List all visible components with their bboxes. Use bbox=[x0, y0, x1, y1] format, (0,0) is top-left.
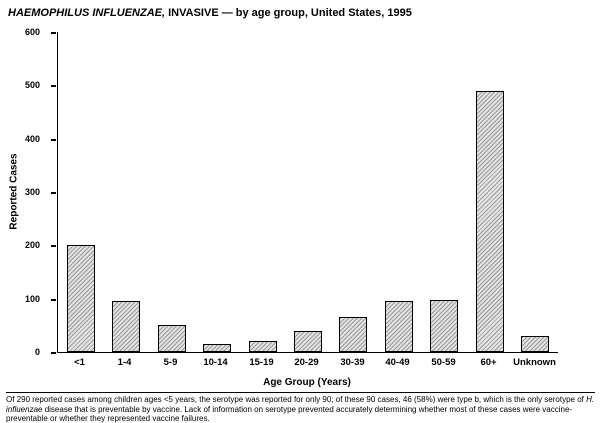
bar-10-14 bbox=[203, 344, 231, 352]
bar-60+ bbox=[476, 91, 504, 352]
y-tick-label-400: 400 bbox=[24, 134, 40, 144]
y-tick-label-200: 200 bbox=[24, 240, 40, 250]
footnote-part2: disease that is preventable by vaccine. … bbox=[6, 404, 573, 423]
bar-Unknown bbox=[521, 336, 549, 352]
y-tick-label-300: 300 bbox=[24, 187, 40, 197]
y-tick-label-0: 0 bbox=[34, 347, 40, 357]
footnote: Of 290 reported cases among children age… bbox=[6, 392, 595, 423]
bar-1-4 bbox=[112, 301, 140, 352]
y-tick-label-500: 500 bbox=[24, 80, 40, 90]
x-tick-label-10-14: 10-14 bbox=[203, 357, 228, 368]
y-tick-mark bbox=[51, 299, 56, 301]
bar-50-59 bbox=[430, 300, 458, 352]
y-tick-mark bbox=[51, 352, 56, 354]
bar-5-9 bbox=[158, 325, 186, 352]
y-axis-tick-labels: 0 100 200 300 400 500 600 bbox=[0, 27, 50, 357]
x-axis-title: Age Group (Years) bbox=[263, 377, 351, 388]
x-tick-label-1-4: 1-4 bbox=[117, 357, 132, 368]
y-tick-mark bbox=[51, 32, 56, 34]
x-tick-label-40-49: 40-49 bbox=[385, 357, 410, 368]
y-tick-label-600: 600 bbox=[24, 27, 40, 37]
bar-40-49 bbox=[385, 301, 413, 352]
x-axis-tick-labels: <1 1-4 5-9 10-14 15-19 20-29 30-39 40-49 50-59 60… bbox=[57, 357, 557, 371]
x-tick-label-30-39: 30-39 bbox=[340, 357, 365, 368]
x-tick-label-Unknown: Unknown bbox=[513, 357, 556, 368]
y-tick-mark bbox=[51, 192, 56, 194]
y-tick-mark bbox=[51, 245, 56, 247]
x-tick-label-50-59: 50-59 bbox=[431, 357, 456, 368]
bar-20-29 bbox=[294, 331, 322, 352]
x-tick-label-20-29: 20-29 bbox=[294, 357, 319, 368]
plot-area bbox=[57, 32, 558, 353]
y-tick-mark bbox=[51, 139, 56, 141]
x-tick-label-15-19: 15-19 bbox=[249, 357, 274, 368]
y-tick-mark bbox=[51, 85, 56, 87]
bar-15-19 bbox=[249, 341, 277, 352]
x-tick-label-5-9: 5-9 bbox=[163, 357, 178, 368]
bar-<1 bbox=[67, 245, 95, 352]
y-tick-label-100: 100 bbox=[24, 294, 40, 304]
x-tick-label-<1: <1 bbox=[74, 357, 85, 368]
x-tick-label-60+: 60+ bbox=[480, 357, 497, 368]
bar-30-39 bbox=[339, 317, 367, 352]
chart-title: HAEMOPHILUS INFLUENZAE, INVASIVE — by ag… bbox=[8, 7, 412, 19]
footnote-part1: Of 290 reported cases among children age… bbox=[6, 395, 587, 404]
chart-title-rest: INVASIVE — by age group, United States, … bbox=[165, 7, 412, 19]
chart-title-italic: HAEMOPHILUS INFLUENZAE, bbox=[8, 7, 166, 19]
footnote-italic: H. influenzae bbox=[6, 395, 595, 414]
